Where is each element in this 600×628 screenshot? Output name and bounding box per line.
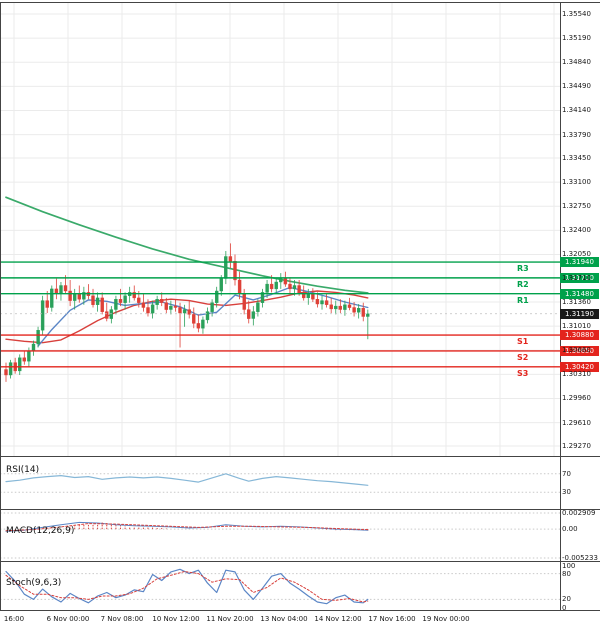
candle-bearish xyxy=(338,305,342,310)
macd-signal-line xyxy=(5,523,369,532)
candle-bearish xyxy=(311,293,315,300)
candle-bearish xyxy=(283,278,288,285)
candle-bullish xyxy=(123,295,127,303)
candle-bearish xyxy=(105,311,109,319)
candle-bearish xyxy=(297,285,301,293)
candle-bearish xyxy=(45,300,49,308)
candle-bearish xyxy=(228,256,233,262)
candle-bullish xyxy=(251,311,256,319)
candle-bullish xyxy=(205,311,210,321)
candle-bullish xyxy=(31,343,36,352)
rsi-line xyxy=(5,473,369,486)
candle-bullish xyxy=(279,278,283,283)
candle-bearish xyxy=(100,297,104,312)
candle-bullish xyxy=(169,305,173,310)
candle-bullish xyxy=(219,278,224,292)
candle-bullish xyxy=(292,285,297,290)
candle-bearish xyxy=(63,285,68,292)
candle-bearish xyxy=(192,314,196,324)
candle-bearish xyxy=(159,299,164,303)
stoch-d-line xyxy=(5,571,369,603)
candle-bullish xyxy=(182,309,187,314)
candle-bullish xyxy=(40,300,45,331)
candle-bullish xyxy=(150,304,155,314)
candle-bullish xyxy=(59,285,63,295)
candle-bearish xyxy=(173,305,178,308)
candle-bearish xyxy=(137,297,141,303)
candle-bullish xyxy=(50,288,54,308)
candle-bullish xyxy=(155,299,159,305)
candle-bullish xyxy=(72,293,77,301)
candle-bearish xyxy=(329,304,333,310)
candle-bearish xyxy=(246,309,251,319)
candle-bearish xyxy=(77,293,82,300)
candle-bullish xyxy=(82,292,86,300)
candle-bullish xyxy=(36,330,40,345)
candle-bearish xyxy=(164,302,169,310)
candle-bearish xyxy=(315,299,320,305)
candles-layer xyxy=(4,243,370,382)
candle-bearish xyxy=(178,307,182,314)
candle-bullish xyxy=(27,350,31,362)
candle-bearish xyxy=(288,283,292,290)
candle-bullish xyxy=(95,297,100,305)
candle-bearish xyxy=(233,261,237,281)
candle-bearish xyxy=(22,357,26,362)
candle-bearish xyxy=(187,309,191,315)
candle-bullish xyxy=(214,290,219,303)
candle-bearish xyxy=(68,290,72,301)
candle-bullish xyxy=(320,300,324,305)
candle-bullish xyxy=(201,319,205,329)
candle-bullish xyxy=(109,309,114,319)
candle-bullish xyxy=(334,305,338,310)
candle-bearish xyxy=(352,307,356,313)
candle-bullish xyxy=(224,256,228,279)
candle-bearish xyxy=(269,283,274,290)
candle-bearish xyxy=(118,299,123,303)
candle-bullish xyxy=(343,304,347,310)
candle-bullish xyxy=(260,292,265,303)
candle-bullish xyxy=(256,302,260,312)
candle-bullish xyxy=(210,302,214,312)
candle-bearish xyxy=(242,293,246,310)
candle-bearish xyxy=(146,307,150,314)
candle-bullish xyxy=(274,281,278,290)
candle-bearish xyxy=(196,323,201,329)
stoch-k-line xyxy=(5,568,369,605)
candle-bearish xyxy=(141,302,146,308)
candle-bearish xyxy=(91,295,95,305)
candle-bullish xyxy=(8,362,13,376)
candle-bullish xyxy=(18,357,22,372)
candle-bearish xyxy=(132,292,136,299)
candle-bullish xyxy=(366,313,370,317)
candle-bearish xyxy=(361,308,365,317)
candle-bearish xyxy=(237,279,242,295)
candle-bearish xyxy=(4,369,8,376)
candle-bullish xyxy=(357,308,361,313)
candle-bullish xyxy=(114,299,118,310)
candle-bearish xyxy=(54,288,59,294)
candle-bearish xyxy=(302,292,306,299)
ma-slow-green-line xyxy=(5,196,369,294)
candle-bearish xyxy=(347,304,352,308)
candle-bullish xyxy=(265,283,269,293)
candle-bearish xyxy=(324,300,329,305)
